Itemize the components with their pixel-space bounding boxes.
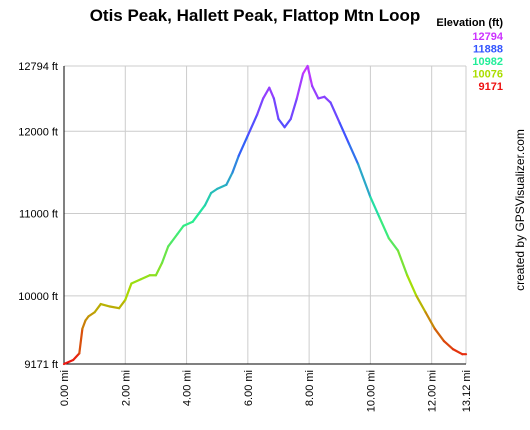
elevation-segment bbox=[87, 311, 96, 318]
elevation-segment bbox=[329, 101, 341, 125]
elevation-segment bbox=[197, 204, 207, 215]
elevation-segment bbox=[442, 339, 455, 351]
elevation-segment bbox=[272, 97, 280, 121]
elevation-segment bbox=[72, 352, 81, 362]
elevation-segment bbox=[406, 274, 418, 297]
elevation-segment bbox=[289, 97, 298, 121]
x-tick-label: 6.00 mi bbox=[243, 370, 255, 406]
elevation-segment bbox=[262, 86, 271, 100]
elevation-segment bbox=[108, 305, 121, 310]
elevation-segment bbox=[124, 282, 133, 302]
y-tick-label: 11000 ft bbox=[19, 209, 58, 221]
plot-area bbox=[64, 66, 466, 364]
elevation-segment bbox=[246, 113, 259, 137]
elevation-segment bbox=[268, 86, 275, 100]
elevation-segment bbox=[424, 311, 436, 330]
elevation-segment bbox=[81, 319, 87, 330]
elevation-segment bbox=[231, 154, 240, 174]
x-tick-label: 2.00 mi bbox=[120, 370, 132, 406]
elevation-segment bbox=[78, 327, 84, 355]
y-tick-label: 9171 ft bbox=[24, 359, 58, 371]
elevation-segment bbox=[347, 142, 360, 166]
x-tick-label: 13.12 mi bbox=[461, 370, 473, 412]
elevation-line bbox=[62, 64, 468, 366]
elevation-segment bbox=[62, 358, 75, 366]
elevation-segment bbox=[99, 302, 112, 308]
elevation-segment bbox=[176, 224, 185, 236]
x-tick-labels: 0.00 mi 2.00 mi 4.00 mi 6.00 mi 8.00 mi 10.00… bbox=[59, 370, 473, 412]
elevation-segment bbox=[139, 274, 151, 281]
y-tick-label: 12000 ft bbox=[18, 126, 58, 138]
y-tick-label: 12794 ft bbox=[18, 61, 58, 73]
y-tick-label: 10000 ft bbox=[18, 291, 58, 303]
elevation-segment bbox=[369, 196, 381, 219]
chart-title: Otis Peak, Hallett Peak, Flattop Mtn Loo… bbox=[90, 6, 421, 25]
elevation-segment bbox=[277, 117, 286, 129]
elevation-segment bbox=[311, 84, 320, 100]
elevation-segment bbox=[283, 117, 292, 129]
elevation-segment bbox=[182, 220, 194, 227]
elevation-segment bbox=[323, 95, 332, 104]
elevation-segment bbox=[452, 348, 464, 356]
elevation-segment bbox=[433, 327, 446, 343]
elevation-segment bbox=[191, 212, 200, 223]
elevation-segment bbox=[209, 187, 219, 195]
x-tick-label: 4.00 mi bbox=[182, 370, 194, 406]
elevation-segment bbox=[306, 64, 314, 88]
elevation-segment bbox=[295, 72, 305, 100]
legend-value: 10076 bbox=[472, 69, 503, 81]
x-tick-label: 10.00 mi bbox=[365, 370, 377, 412]
elevation-segment bbox=[255, 97, 265, 116]
elevation-segment bbox=[378, 216, 390, 240]
elevation-segment bbox=[160, 245, 170, 265]
legend-value: 11888 bbox=[473, 44, 503, 56]
elevation-segment bbox=[216, 183, 228, 190]
x-tick-label: 12.00 mi bbox=[427, 370, 439, 412]
elevation-segment bbox=[130, 278, 142, 285]
elevation-segment bbox=[154, 261, 164, 277]
x-tick-label: 0.00 mi bbox=[59, 370, 71, 406]
elevation-segment bbox=[237, 134, 249, 158]
elevation-segment bbox=[225, 171, 234, 186]
x-tick-label: 8.00 mi bbox=[304, 370, 316, 406]
elevation-segment bbox=[338, 121, 351, 145]
elevation-segment bbox=[415, 294, 427, 314]
credit-text: created by GPSVisualizer.com bbox=[513, 129, 527, 291]
y-tick-labels: 9171 ft 10000 ft 11000 ft 12000 ft 12794 ft bbox=[18, 61, 58, 371]
elevation-segment bbox=[396, 249, 409, 277]
legend-title: Elevation (ft) bbox=[436, 17, 503, 29]
elevation-segment bbox=[118, 298, 127, 310]
legend-value: 10982 bbox=[472, 56, 503, 68]
elevation-segment bbox=[93, 302, 102, 314]
elevation-segment bbox=[203, 191, 213, 207]
elevation-segment bbox=[357, 163, 372, 199]
elevation-segment bbox=[387, 237, 400, 252]
legend-value: 12794 bbox=[472, 31, 503, 43]
legend-value: 9171 bbox=[479, 81, 503, 93]
elevation-segment bbox=[170, 233, 179, 244]
